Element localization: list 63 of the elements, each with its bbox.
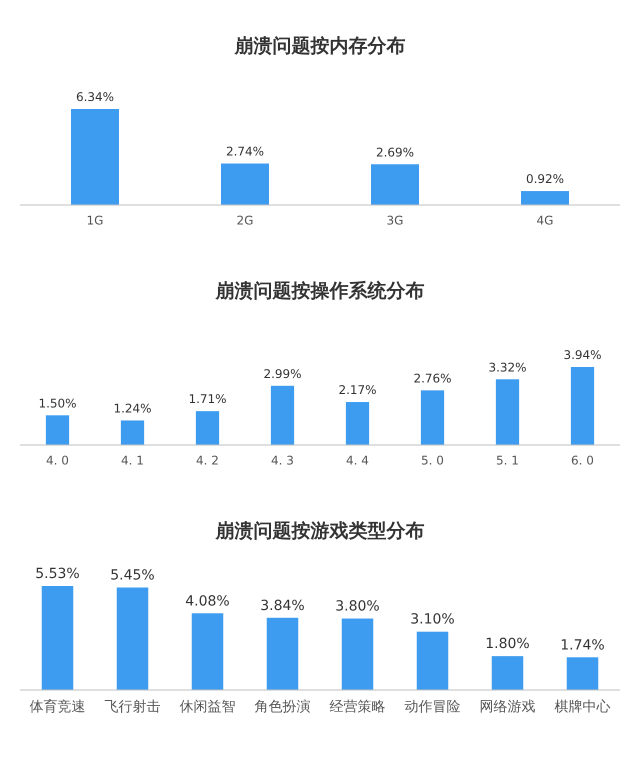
data-label: 2.17% <box>338 383 377 398</box>
data-label: 5.45% <box>110 568 155 584</box>
data-label: 2.99% <box>263 366 302 381</box>
data-label: 5.53% <box>35 566 80 582</box>
bar <box>266 618 298 690</box>
chart-title: 崩溃问题按操作系统分布 <box>214 280 424 302</box>
bar <box>270 386 294 445</box>
data-label: 0.92% <box>526 172 564 186</box>
bar <box>196 411 220 445</box>
bar <box>192 613 224 690</box>
data-label: 1.80% <box>485 636 530 652</box>
data-label: 6.34% <box>76 90 114 104</box>
x-tick-label: 经营策略 <box>330 698 386 715</box>
x-tick-label: 体育竞速 <box>30 698 86 715</box>
bar <box>42 586 74 690</box>
x-tick-label: 网络游戏 <box>480 698 536 715</box>
chart-title: 崩溃问题按游戏类型分布 <box>214 520 424 542</box>
data-label: 4.08% <box>185 593 230 610</box>
bar <box>420 390 444 445</box>
data-label: 3.80% <box>335 598 380 615</box>
bar <box>116 588 148 690</box>
data-label: 2.69% <box>376 145 414 160</box>
x-tick-label: 4G <box>536 214 554 228</box>
x-tick-label: 棋牌中心 <box>554 698 610 715</box>
bar <box>221 164 269 205</box>
data-label: 2.76% <box>413 371 452 386</box>
data-label: 3.32% <box>488 360 527 374</box>
x-tick-label: 4. 0 <box>46 454 69 468</box>
x-tick-label: 4. 4 <box>346 454 369 468</box>
data-label: 3.84% <box>260 598 305 614</box>
data-label: 3.10% <box>410 612 455 628</box>
x-tick-label: 6. 0 <box>571 454 594 468</box>
x-tick-label: 4. 3 <box>271 454 294 468</box>
data-label: 1.74% <box>560 637 605 654</box>
bar <box>120 420 144 445</box>
x-tick-label: 动作冒险 <box>404 698 460 715</box>
data-label: 1.24% <box>113 401 152 416</box>
data-label: 1.71% <box>188 392 227 406</box>
x-tick-label: 4. 2 <box>196 454 219 468</box>
x-tick-label: 5. 0 <box>421 454 444 468</box>
chart-title: 崩溃问题按内存分布 <box>234 35 406 57</box>
bar <box>346 402 370 445</box>
data-label: 1.50% <box>38 396 77 410</box>
x-tick-label: 2G <box>236 214 254 228</box>
data-label: 3.94% <box>563 348 602 362</box>
x-tick-label: 休闲益智 <box>180 698 236 715</box>
x-tick-label: 飞行射击 <box>104 698 160 715</box>
x-tick-label: 角色扮演 <box>254 698 310 715</box>
bar <box>71 109 119 205</box>
bar <box>570 367 594 445</box>
x-tick-label: 5. 1 <box>496 454 519 468</box>
bar <box>496 379 520 445</box>
bar <box>46 415 70 445</box>
x-tick-label: 3G <box>386 214 404 228</box>
bar <box>492 656 524 690</box>
bar <box>416 632 448 690</box>
x-tick-label: 1G <box>86 214 104 228</box>
x-tick-label: 4. 1 <box>121 454 144 468</box>
bar <box>521 191 569 205</box>
bar <box>342 618 374 690</box>
data-label: 2.74% <box>226 144 264 159</box>
bar <box>371 164 419 205</box>
bar <box>566 657 598 690</box>
